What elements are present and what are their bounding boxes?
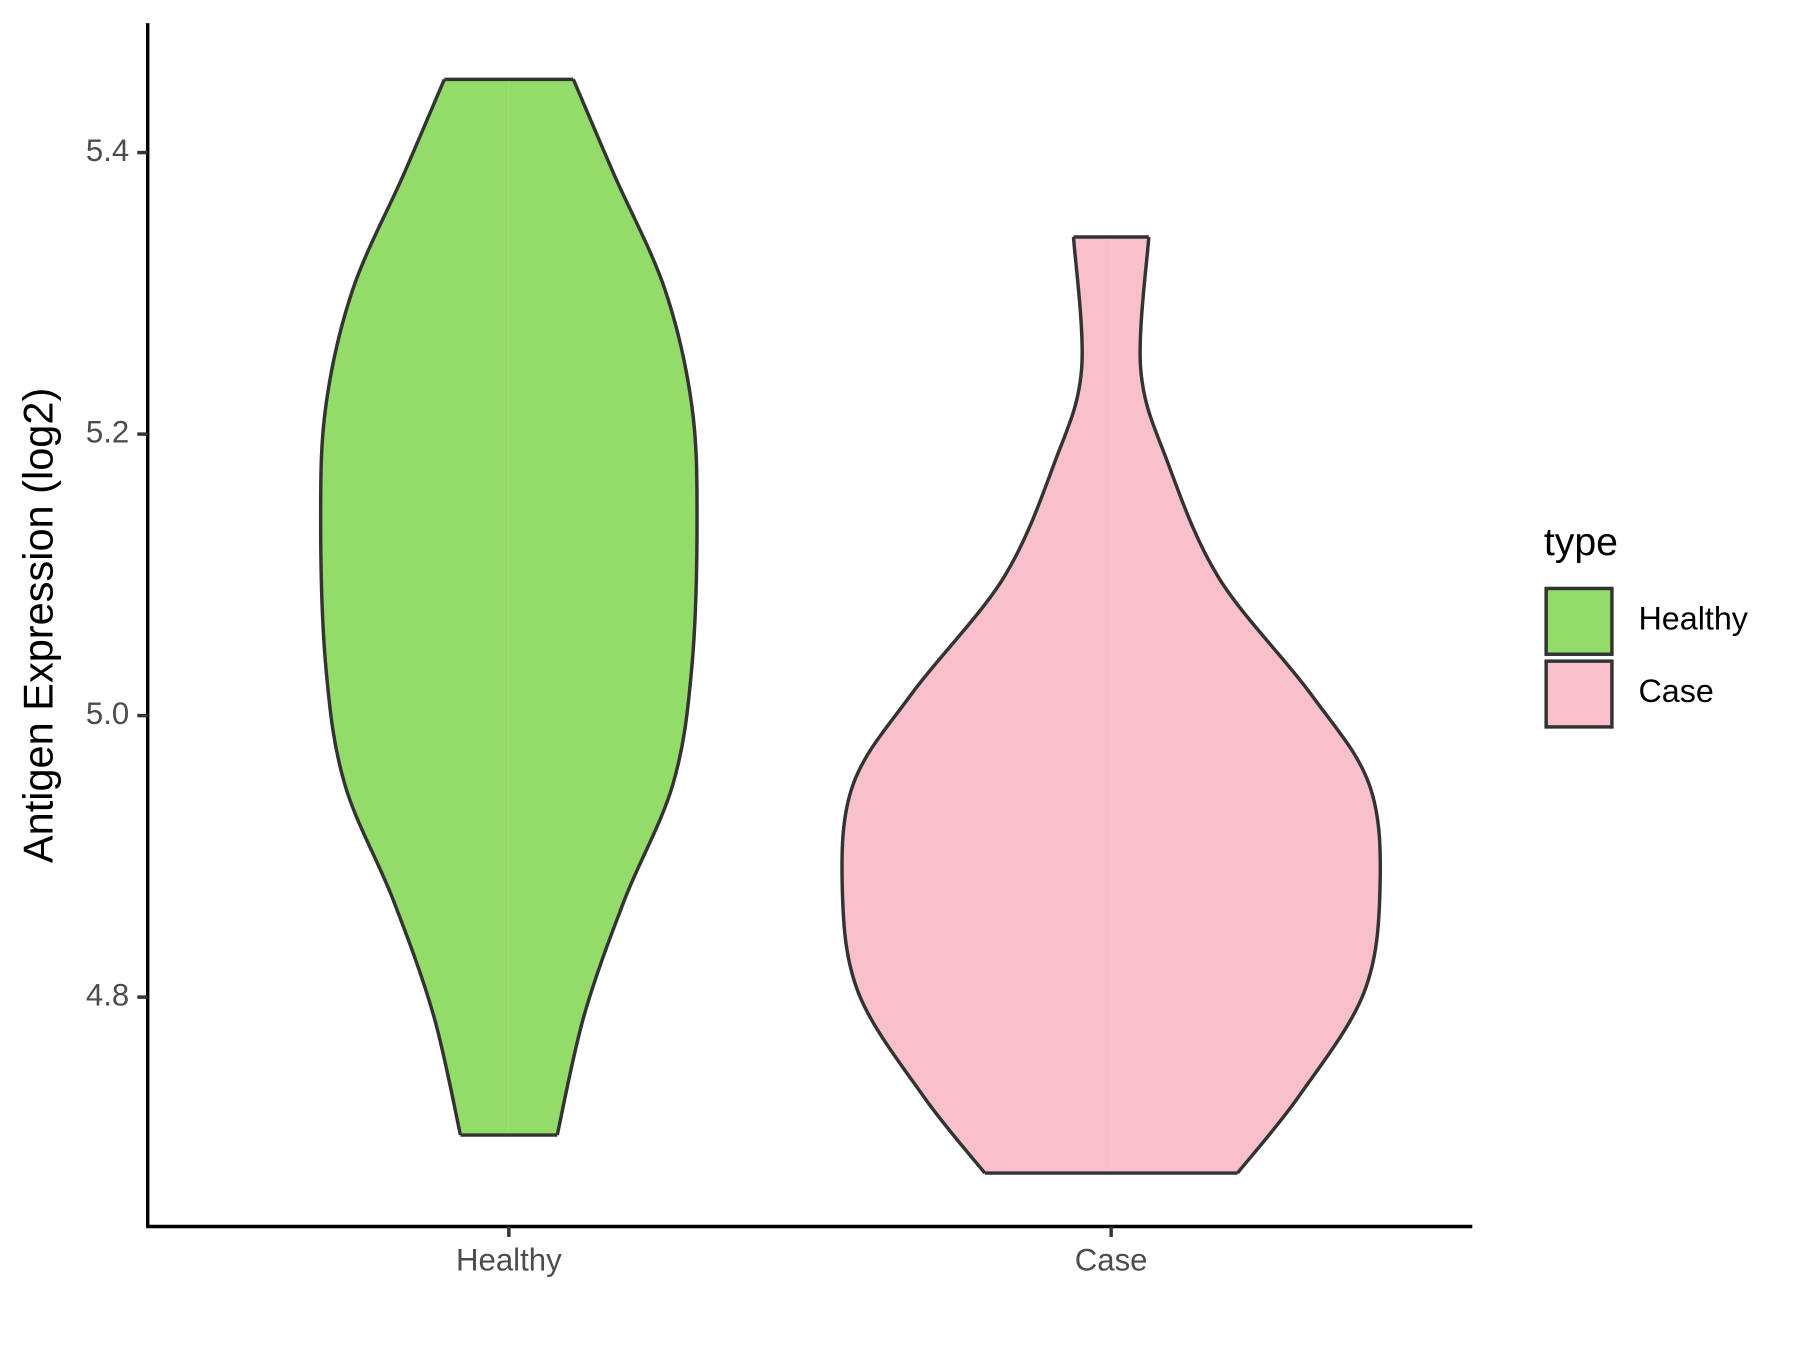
legend-swatch [1544, 586, 1614, 656]
x-tick-label: Case [1075, 1243, 1148, 1278]
violin-half [320, 79, 509, 1136]
violin-outline [318, 78, 463, 1136]
violin-half [841, 237, 1112, 1174]
y-axis-title: Antigen Expression (log2) [15, 388, 62, 863]
violin-outline [1138, 236, 1383, 1175]
legend-label: Healthy [1638, 600, 1748, 636]
legend-title: type [1544, 520, 1618, 564]
violin-half [508, 79, 698, 1136]
violin-outline [555, 78, 699, 1136]
violin-outline [840, 236, 1084, 1175]
y-tick-label: 5.0 [86, 696, 129, 731]
y-tick-label: 5.4 [86, 133, 129, 168]
legend-label: Case [1638, 673, 1713, 709]
y-tick-label: 4.8 [86, 977, 129, 1012]
legend-swatch [1544, 659, 1614, 729]
x-tick-label: Healthy [456, 1243, 562, 1278]
y-tick-label: 5.2 [86, 414, 129, 449]
violin-half [1111, 237, 1381, 1174]
